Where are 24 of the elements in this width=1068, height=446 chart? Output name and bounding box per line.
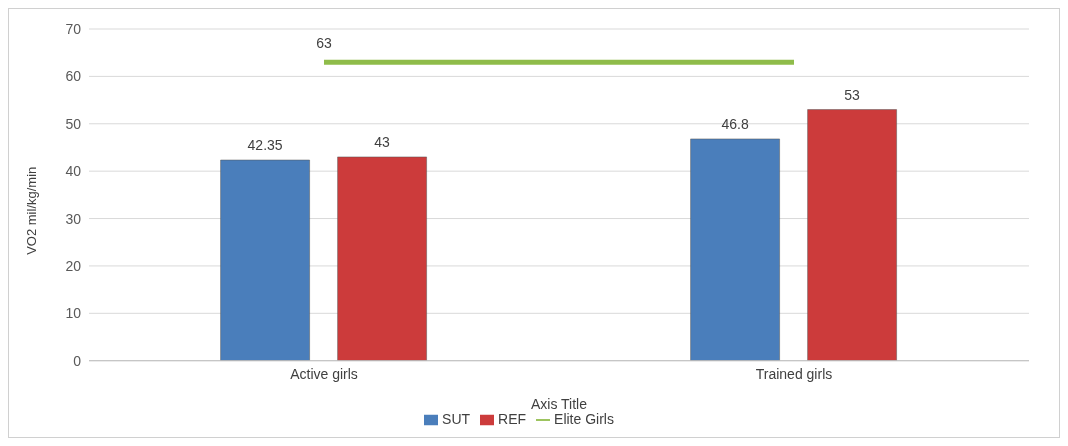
y-axis-title: VO2 mil/kg/min bbox=[23, 166, 39, 255]
y-tick-label: 40 bbox=[65, 163, 82, 180]
x-axis-title: Axis Title bbox=[530, 395, 588, 412]
data-label: 43 bbox=[374, 133, 391, 150]
bar bbox=[690, 138, 780, 361]
y-tick-label: 60 bbox=[65, 68, 82, 85]
data-label: 42.35 bbox=[247, 137, 283, 154]
x-tick-label: Trained girls bbox=[755, 365, 833, 382]
data-label: 53 bbox=[844, 86, 861, 103]
legend-label: REF bbox=[498, 410, 527, 427]
data-label: 46.8 bbox=[721, 115, 749, 132]
x-tick-label: Active girls bbox=[290, 365, 358, 382]
y-tick-label: 50 bbox=[65, 115, 82, 132]
y-tick-label: 20 bbox=[65, 257, 82, 274]
y-tick-label: 30 bbox=[65, 210, 82, 227]
y-tick-label: 10 bbox=[65, 305, 82, 322]
legend-label: Elite Girls bbox=[554, 410, 614, 427]
bar bbox=[807, 109, 897, 361]
y-tick-label: 0 bbox=[73, 352, 82, 369]
bar bbox=[220, 159, 310, 361]
bar bbox=[337, 156, 427, 361]
legend-label: SUT bbox=[442, 410, 471, 427]
y-tick-label: 70 bbox=[65, 20, 82, 37]
data-label: 63 bbox=[316, 35, 332, 52]
